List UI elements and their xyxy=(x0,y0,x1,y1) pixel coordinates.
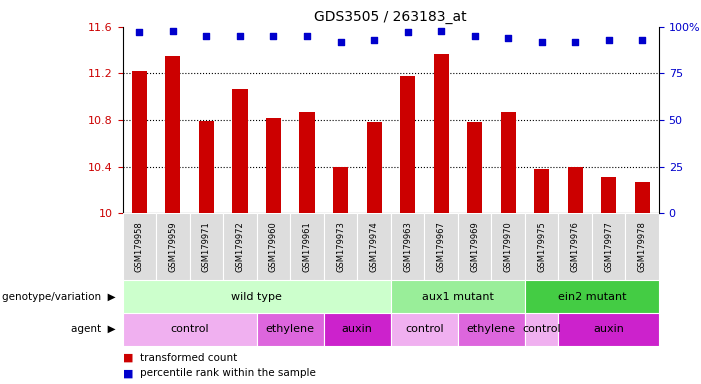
Text: GSM179959: GSM179959 xyxy=(168,222,177,272)
Bar xyxy=(257,213,290,280)
Bar xyxy=(391,213,424,280)
Bar xyxy=(199,121,214,213)
Text: GSM179970: GSM179970 xyxy=(503,221,512,272)
Bar xyxy=(190,213,223,280)
Text: agent  ▶: agent ▶ xyxy=(71,324,116,334)
Point xyxy=(134,30,145,36)
Text: genotype/variation  ▶: genotype/variation ▶ xyxy=(2,291,116,302)
Text: transformed count: transformed count xyxy=(140,353,238,363)
Point xyxy=(168,28,179,34)
Bar xyxy=(625,213,659,280)
Point xyxy=(503,35,514,41)
Bar xyxy=(358,213,391,280)
Bar xyxy=(467,122,482,213)
Text: auxin: auxin xyxy=(593,324,624,334)
Text: auxin: auxin xyxy=(342,324,373,334)
Bar xyxy=(132,71,147,213)
Bar xyxy=(299,112,315,213)
Text: ethylene: ethylene xyxy=(467,324,516,334)
Bar xyxy=(333,167,348,213)
Bar xyxy=(156,213,190,280)
Bar xyxy=(391,313,458,346)
Point xyxy=(435,28,447,34)
Bar xyxy=(491,213,525,280)
Text: GSM179977: GSM179977 xyxy=(604,221,613,272)
Bar xyxy=(367,122,381,213)
Point xyxy=(569,39,580,45)
Text: ■: ■ xyxy=(123,353,133,363)
Text: GSM179969: GSM179969 xyxy=(470,221,479,272)
Text: GSM179976: GSM179976 xyxy=(571,221,580,272)
Bar xyxy=(290,213,324,280)
Text: GSM179961: GSM179961 xyxy=(303,221,311,272)
Point xyxy=(268,33,279,39)
Bar xyxy=(266,118,281,213)
Point xyxy=(469,33,480,39)
Bar xyxy=(501,112,516,213)
Text: GSM179978: GSM179978 xyxy=(638,221,647,272)
Text: control: control xyxy=(522,324,561,334)
Bar xyxy=(400,76,415,213)
Text: ein2 mutant: ein2 mutant xyxy=(558,291,626,302)
Text: GSM179974: GSM179974 xyxy=(369,221,379,272)
Bar xyxy=(165,56,180,213)
Text: ethylene: ethylene xyxy=(266,324,315,334)
Text: GSM179960: GSM179960 xyxy=(269,221,278,272)
Bar xyxy=(324,213,358,280)
Bar xyxy=(458,313,525,346)
Bar xyxy=(525,280,659,313)
Text: GSM179958: GSM179958 xyxy=(135,221,144,272)
Bar xyxy=(592,213,625,280)
Bar xyxy=(634,182,650,213)
Bar xyxy=(123,280,391,313)
Bar xyxy=(601,177,616,213)
Point xyxy=(402,30,413,36)
Bar xyxy=(123,213,156,280)
Bar xyxy=(458,213,491,280)
Bar xyxy=(123,313,257,346)
Point xyxy=(603,37,614,43)
Text: control: control xyxy=(405,324,444,334)
Point xyxy=(234,33,245,39)
Point xyxy=(201,33,212,39)
Point xyxy=(301,33,313,39)
Text: GSM179963: GSM179963 xyxy=(403,221,412,272)
Text: aux1 mutant: aux1 mutant xyxy=(422,291,494,302)
Bar xyxy=(257,313,324,346)
Point xyxy=(369,37,380,43)
Bar xyxy=(525,213,559,280)
Text: GSM179967: GSM179967 xyxy=(437,221,446,272)
Bar xyxy=(559,313,659,346)
Bar xyxy=(525,313,559,346)
Bar xyxy=(233,89,247,213)
Bar xyxy=(568,167,583,213)
Bar xyxy=(391,280,525,313)
Text: GSM179973: GSM179973 xyxy=(336,221,345,272)
Bar xyxy=(433,54,449,213)
Point xyxy=(536,39,547,45)
Bar xyxy=(559,213,592,280)
Text: GSM179972: GSM179972 xyxy=(236,221,245,272)
Point xyxy=(335,39,346,45)
Text: ■: ■ xyxy=(123,368,133,378)
Text: wild type: wild type xyxy=(231,291,283,302)
Bar xyxy=(223,213,257,280)
Text: GSM179975: GSM179975 xyxy=(537,221,546,272)
Bar xyxy=(424,213,458,280)
Text: control: control xyxy=(170,324,209,334)
Bar xyxy=(324,313,391,346)
Text: percentile rank within the sample: percentile rank within the sample xyxy=(140,368,316,378)
Point xyxy=(637,37,648,43)
Text: GSM179971: GSM179971 xyxy=(202,221,211,272)
Title: GDS3505 / 263183_at: GDS3505 / 263183_at xyxy=(315,10,467,25)
Bar xyxy=(534,169,549,213)
